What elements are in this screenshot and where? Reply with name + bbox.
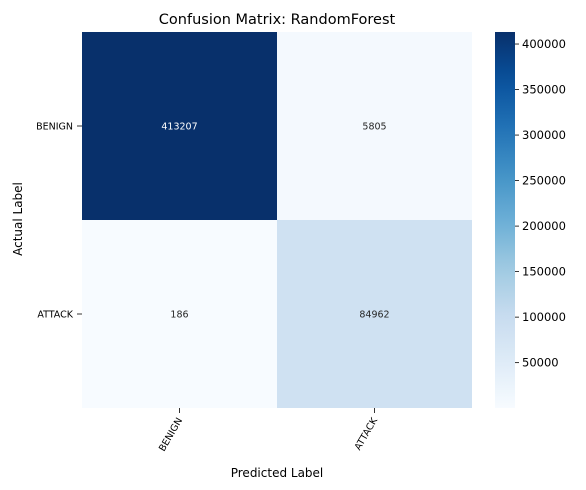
colorbar-tick-label: 250000 (522, 174, 566, 188)
heatmap-cells: 413207 5805 186 84962 (82, 32, 472, 408)
x-tick-label: ATTACK (353, 415, 381, 452)
colorbar-tick-label: 200000 (522, 219, 566, 233)
cell-value-label: 5805 (362, 122, 386, 133)
heatmap-cell (82, 220, 277, 408)
y-tick-labels: BENIGN ATTACK (36, 122, 82, 321)
cell-value-label: 84962 (359, 310, 389, 321)
colorbar-ticks: 50000 100000 150000 200000 250000 300000 35000… (515, 37, 566, 370)
y-axis-label: Actual Label (11, 182, 25, 256)
cell-value-label: 413207 (161, 122, 197, 133)
colorbar-tick-label: 350000 (522, 83, 566, 97)
y-tick-label: ATTACK (37, 310, 73, 321)
heatmap-cell (277, 32, 472, 220)
colorbar-tick-label: 50000 (522, 356, 559, 370)
colorbar-tick-label: 300000 (522, 128, 566, 142)
chart-title: Confusion Matrix: RandomForest (159, 12, 396, 28)
y-tick-label: BENIGN (36, 122, 73, 133)
colorbar-tick-label: 400000 (522, 37, 566, 51)
x-axis-label: Predicted Label (231, 466, 324, 480)
x-tick-labels: BENIGN ATTACK (157, 408, 380, 453)
colorbar-tick-label: 100000 (522, 310, 566, 324)
colorbar (495, 32, 515, 408)
heatmap-cell (82, 32, 277, 220)
colorbar-tick-label: 150000 (522, 265, 566, 279)
x-tick-label: BENIGN (157, 416, 185, 453)
cell-value-label: 186 (170, 310, 188, 321)
heatmap-cell (277, 220, 472, 408)
